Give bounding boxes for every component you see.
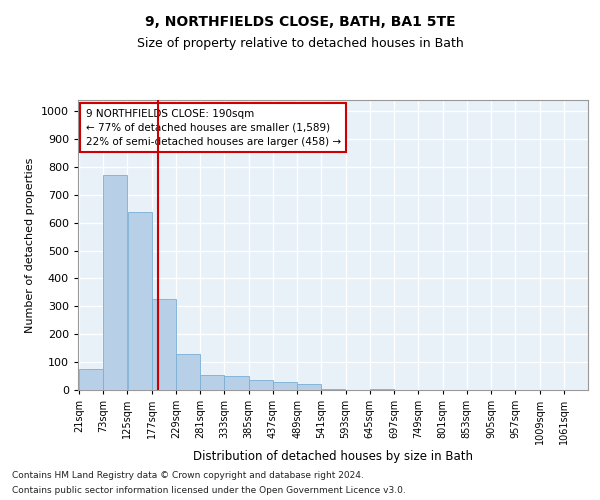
X-axis label: Distribution of detached houses by size in Bath: Distribution of detached houses by size … [193,450,473,463]
Text: 9 NORTHFIELDS CLOSE: 190sqm
← 77% of detached houses are smaller (1,589)
22% of : 9 NORTHFIELDS CLOSE: 190sqm ← 77% of det… [86,108,341,146]
Bar [176,354,200,390]
Bar [200,374,224,390]
Text: Contains HM Land Registry data © Crown copyright and database right 2024.: Contains HM Land Registry data © Crown c… [12,471,364,480]
Bar [322,388,346,390]
Bar [103,176,127,390]
Bar [224,376,248,390]
Text: 9, NORTHFIELDS CLOSE, BATH, BA1 5TE: 9, NORTHFIELDS CLOSE, BATH, BA1 5TE [145,15,455,29]
Text: Size of property relative to detached houses in Bath: Size of property relative to detached ho… [137,38,463,51]
Bar [273,382,297,390]
Bar [152,300,176,390]
Bar [79,369,103,390]
Bar [249,380,273,390]
Text: Contains public sector information licensed under the Open Government Licence v3: Contains public sector information licen… [12,486,406,495]
Bar [297,384,321,390]
Bar [128,212,152,390]
Y-axis label: Number of detached properties: Number of detached properties [25,158,35,332]
Bar [370,388,394,390]
